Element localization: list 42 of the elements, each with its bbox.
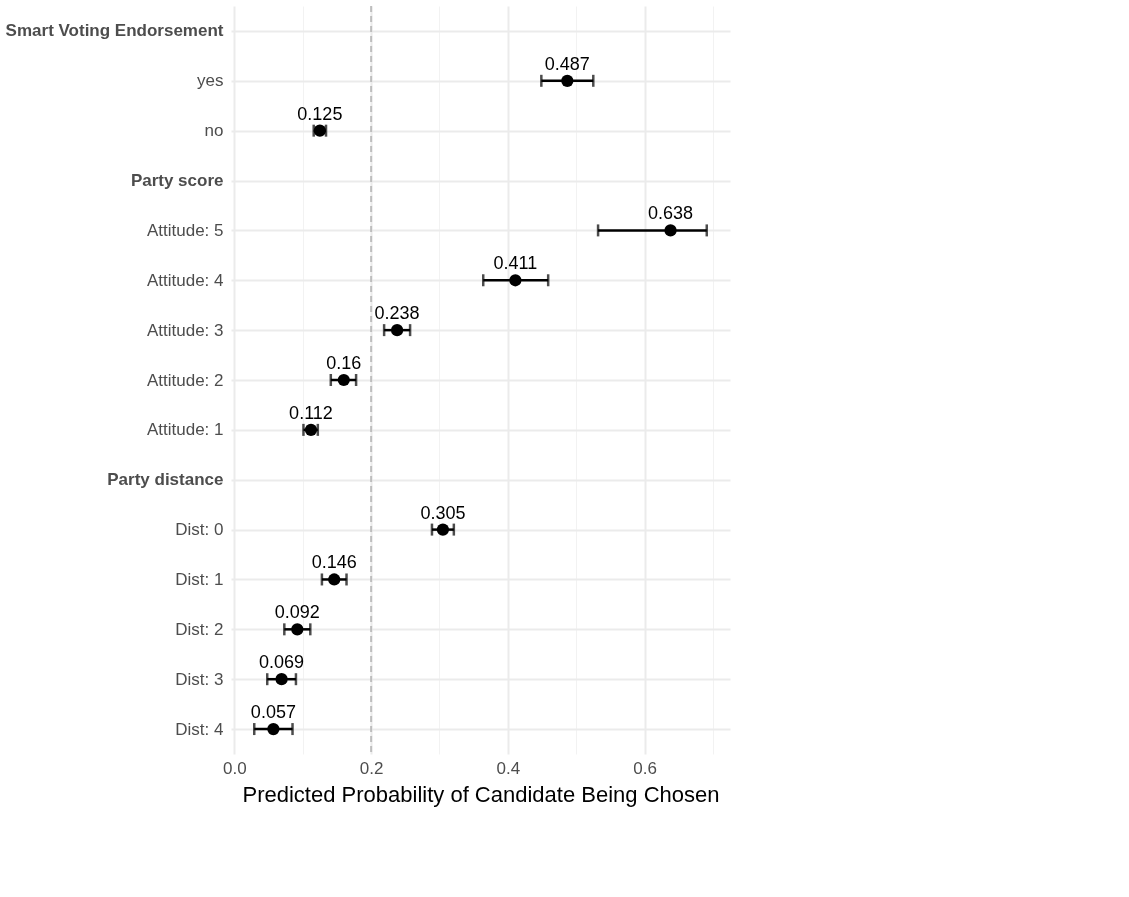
point <box>291 623 304 636</box>
data-label: 0.16 <box>326 353 362 373</box>
point <box>664 224 677 237</box>
y-tick-label: Dist: 2 <box>175 619 224 639</box>
y-tick-label: yes <box>197 71 224 91</box>
data-label: 0.146 <box>311 552 357 573</box>
point <box>328 573 341 586</box>
data-label: 0.305 <box>420 502 466 523</box>
x-tick-label: 0.0 <box>223 758 247 778</box>
x-axis-title: Predicted Probability of Candidate Being Chosen <box>242 781 720 807</box>
y-tick-label: Party distance <box>107 470 224 490</box>
y-tick-label: Smart Voting Endorsement <box>5 21 224 41</box>
y-tick-label: Dist: 1 <box>175 569 224 589</box>
data-label: 0.238 <box>374 303 420 324</box>
y-tick-label: Attitude: 2 <box>146 370 224 390</box>
y-tick-label: Attitude: 4 <box>146 270 224 290</box>
y-tick-label: Attitude: 1 <box>146 420 224 440</box>
point <box>436 523 450 536</box>
point <box>337 373 350 387</box>
data-label: 0.112 <box>289 402 333 423</box>
x-tick-label: 0.6 <box>633 758 657 778</box>
y-tick-label: no <box>204 121 224 141</box>
data-label: 0.069 <box>259 652 305 673</box>
y-tick-label: Dist: 4 <box>175 719 224 739</box>
data-label: 0.487 <box>544 53 590 74</box>
data-label: 0.092 <box>274 602 320 623</box>
y-tick-label: Dist: 3 <box>175 669 224 689</box>
y-tick-label: Party score <box>130 171 224 191</box>
point <box>275 673 288 686</box>
point <box>509 274 522 287</box>
data-label: 0.638 <box>648 203 694 224</box>
point <box>390 324 404 337</box>
x-tick-label: 0.4 <box>496 758 521 778</box>
y-tick-label: Attitude: 3 <box>146 320 224 340</box>
x-tick-label: 0.2 <box>359 758 384 778</box>
point <box>561 74 574 87</box>
y-tick-label: Attitude: 5 <box>146 220 224 240</box>
point <box>267 722 280 736</box>
y-tick-label: Dist: 0 <box>175 520 224 540</box>
data-label: 0.125 <box>297 103 343 124</box>
data-label: 0.057 <box>250 702 296 723</box>
data-label: 0.411 <box>493 253 538 274</box>
